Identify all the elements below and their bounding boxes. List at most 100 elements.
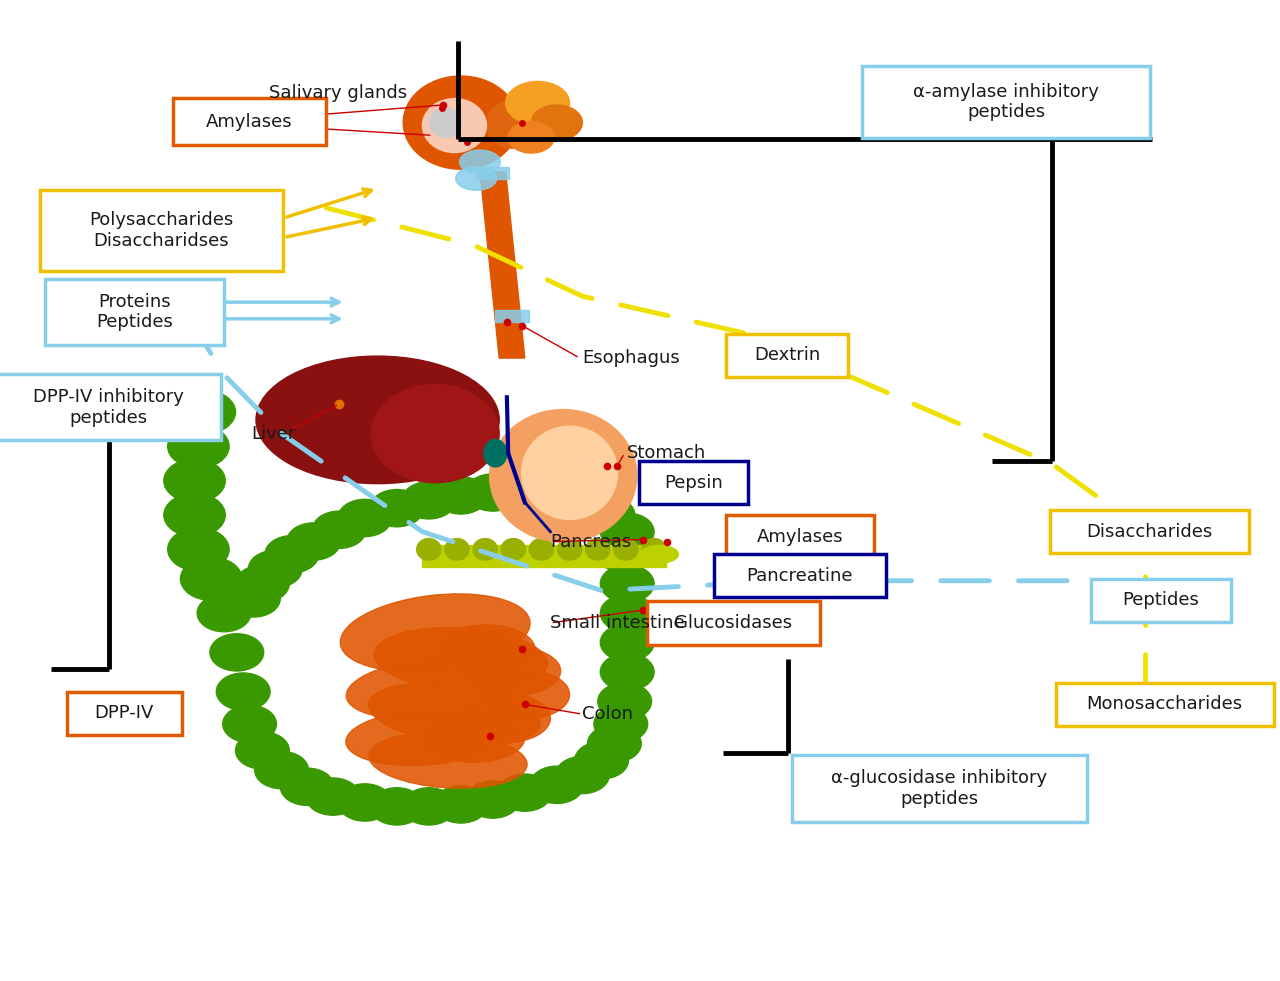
FancyBboxPatch shape (45, 279, 224, 345)
Bar (476, 167, 509, 179)
Ellipse shape (338, 784, 392, 821)
FancyBboxPatch shape (714, 554, 886, 597)
Ellipse shape (531, 105, 582, 140)
Text: Small intestine: Small intestine (550, 614, 685, 632)
Ellipse shape (522, 426, 618, 520)
Ellipse shape (530, 766, 584, 803)
Ellipse shape (236, 732, 289, 769)
Text: Pancreatine: Pancreatine (746, 567, 854, 585)
Ellipse shape (223, 705, 276, 743)
Ellipse shape (312, 511, 366, 548)
Ellipse shape (581, 496, 635, 534)
Ellipse shape (417, 539, 440, 560)
Ellipse shape (474, 539, 498, 560)
Ellipse shape (434, 477, 488, 514)
Ellipse shape (371, 385, 499, 483)
FancyBboxPatch shape (863, 66, 1149, 138)
Text: α-amylase inhibitory
peptides: α-amylase inhibitory peptides (913, 82, 1100, 122)
Text: Pepsin: Pepsin (664, 474, 723, 491)
Ellipse shape (236, 565, 289, 602)
FancyBboxPatch shape (646, 601, 819, 645)
FancyBboxPatch shape (640, 461, 749, 504)
Ellipse shape (588, 725, 641, 762)
Text: Liver: Liver (251, 425, 296, 442)
Ellipse shape (168, 528, 229, 571)
Ellipse shape (530, 477, 584, 514)
Ellipse shape (506, 81, 570, 125)
Ellipse shape (370, 788, 424, 825)
Ellipse shape (484, 439, 507, 467)
Ellipse shape (556, 484, 609, 521)
Ellipse shape (556, 756, 609, 794)
Ellipse shape (586, 539, 611, 560)
Ellipse shape (369, 683, 540, 746)
Ellipse shape (643, 539, 667, 560)
Ellipse shape (434, 786, 488, 823)
Ellipse shape (598, 683, 652, 720)
Ellipse shape (600, 594, 654, 632)
Ellipse shape (486, 101, 538, 148)
Text: DPP-IV inhibitory
peptides: DPP-IV inhibitory peptides (33, 387, 184, 427)
Text: DPP-IV: DPP-IV (95, 704, 154, 722)
Ellipse shape (402, 482, 456, 519)
Ellipse shape (338, 499, 392, 537)
Ellipse shape (248, 550, 302, 588)
Polygon shape (480, 172, 525, 358)
Ellipse shape (216, 673, 270, 710)
Text: Amylases: Amylases (206, 113, 293, 130)
Ellipse shape (461, 694, 550, 743)
FancyBboxPatch shape (792, 755, 1087, 822)
Ellipse shape (174, 390, 236, 434)
Ellipse shape (490, 410, 637, 542)
Ellipse shape (227, 580, 280, 617)
Ellipse shape (374, 628, 548, 691)
Ellipse shape (508, 122, 554, 153)
Ellipse shape (197, 594, 251, 632)
Ellipse shape (558, 539, 582, 560)
Ellipse shape (460, 150, 500, 174)
Ellipse shape (280, 768, 334, 805)
Ellipse shape (463, 646, 561, 696)
FancyBboxPatch shape (1056, 683, 1274, 726)
Ellipse shape (480, 670, 570, 719)
Ellipse shape (594, 705, 648, 743)
FancyBboxPatch shape (0, 374, 220, 440)
FancyBboxPatch shape (40, 190, 283, 271)
Ellipse shape (403, 77, 518, 169)
Ellipse shape (164, 459, 225, 502)
Ellipse shape (614, 539, 639, 560)
Ellipse shape (422, 713, 525, 762)
FancyBboxPatch shape (1091, 579, 1231, 622)
Ellipse shape (164, 493, 225, 537)
Ellipse shape (466, 781, 520, 818)
FancyBboxPatch shape (1050, 510, 1249, 553)
Ellipse shape (445, 539, 470, 560)
FancyBboxPatch shape (173, 98, 326, 145)
FancyBboxPatch shape (727, 334, 849, 377)
Text: Esophagus: Esophagus (582, 349, 680, 367)
Ellipse shape (600, 653, 654, 691)
Ellipse shape (370, 490, 424, 527)
Ellipse shape (256, 356, 499, 484)
Text: Colon: Colon (582, 705, 634, 723)
Bar (495, 310, 529, 322)
FancyBboxPatch shape (67, 692, 182, 735)
Text: Peptides: Peptides (1123, 592, 1199, 609)
Ellipse shape (438, 625, 535, 674)
Ellipse shape (575, 742, 628, 779)
Ellipse shape (600, 513, 654, 550)
Ellipse shape (255, 751, 308, 789)
Ellipse shape (402, 788, 456, 825)
Text: Stomach: Stomach (627, 444, 707, 462)
Ellipse shape (530, 539, 554, 560)
Ellipse shape (600, 565, 654, 602)
Ellipse shape (168, 425, 229, 468)
Text: Disaccharides: Disaccharides (1087, 523, 1212, 541)
Bar (422, 545, 666, 567)
Ellipse shape (502, 539, 526, 560)
Ellipse shape (498, 474, 552, 511)
Ellipse shape (640, 545, 678, 563)
Text: Proteins
Peptides: Proteins Peptides (96, 292, 173, 332)
Text: Salivary glands: Salivary glands (269, 84, 407, 102)
Text: Pancreas: Pancreas (550, 533, 631, 550)
